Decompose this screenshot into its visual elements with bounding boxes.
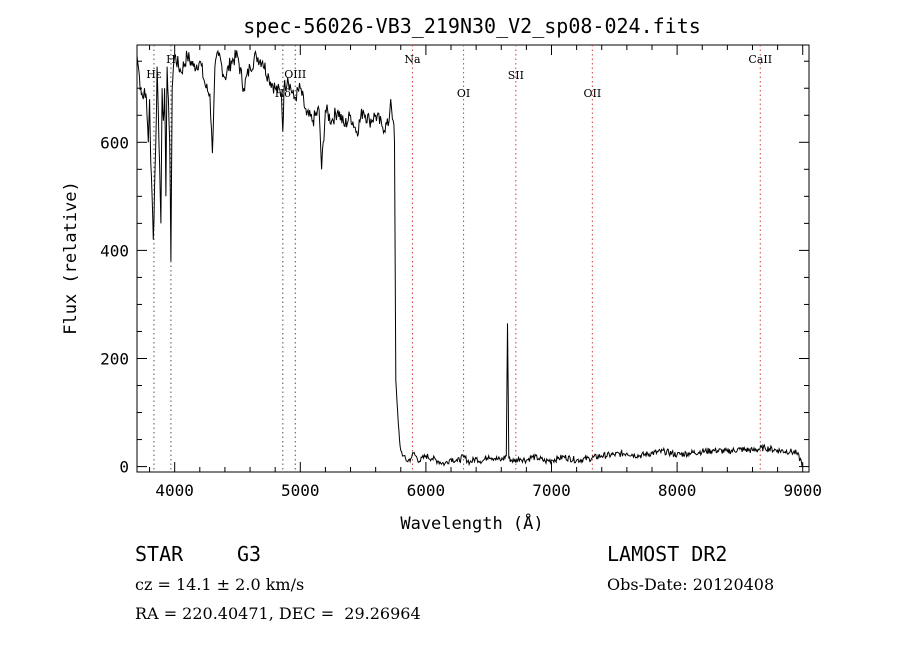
x-tick-label: 7000 [532,481,571,500]
series-group [136,49,804,467]
y-tick-label: 400 [100,241,129,260]
spectral-line-label: SII [508,69,524,82]
x-tick-label: 5000 [281,481,320,500]
coordinates: RA = 220.40471, DEC = 29.26964 [135,604,421,623]
spectral-line-label: Hε [146,68,162,81]
x-tick-label: 6000 [407,481,446,500]
spectral-line-label: OI [457,87,470,100]
x-tick-label: 8000 [658,481,697,500]
survey-name: LAMOST DR2 [607,542,728,566]
y-tick-label: 600 [100,133,129,152]
x-axis-label: Wavelength (Å) [400,512,543,534]
y-axis-label: Flux (relative) [61,181,81,335]
y-tick-label: 200 [100,349,129,368]
obs-date: Obs-Date: 20120408 [607,575,775,594]
object-type: STAR [135,542,184,566]
line-markers: Hε H Hδ OIII Na OI SII OII CaII [146,45,772,472]
subclass: G3 [237,542,262,566]
spectral-line-label: Hδ [275,87,292,100]
spectral-line-label: OIII [284,68,306,81]
spectral-line-label: Na [404,53,421,66]
plot-frame [136,44,810,473]
x-tick-label: 9000 [783,481,822,500]
spectral-line-label: H [166,53,176,66]
spectral-line-label: OII [583,87,601,100]
spectrum-series-line [136,49,804,467]
y-tick-label: 0 [119,458,129,477]
x-tick-label: 4000 [155,481,194,500]
chart-title: spec-56026-VB3_219N30_V2_sp08-024.fits [243,14,701,38]
redshift-info: cz = 14.1 ± 2.0 km/s [135,575,305,594]
spectral-line-label: CaII [748,53,772,66]
axis-ticks: 4000 5000 6000 7000 8000 9000 0 200 400 600 [100,45,822,500]
